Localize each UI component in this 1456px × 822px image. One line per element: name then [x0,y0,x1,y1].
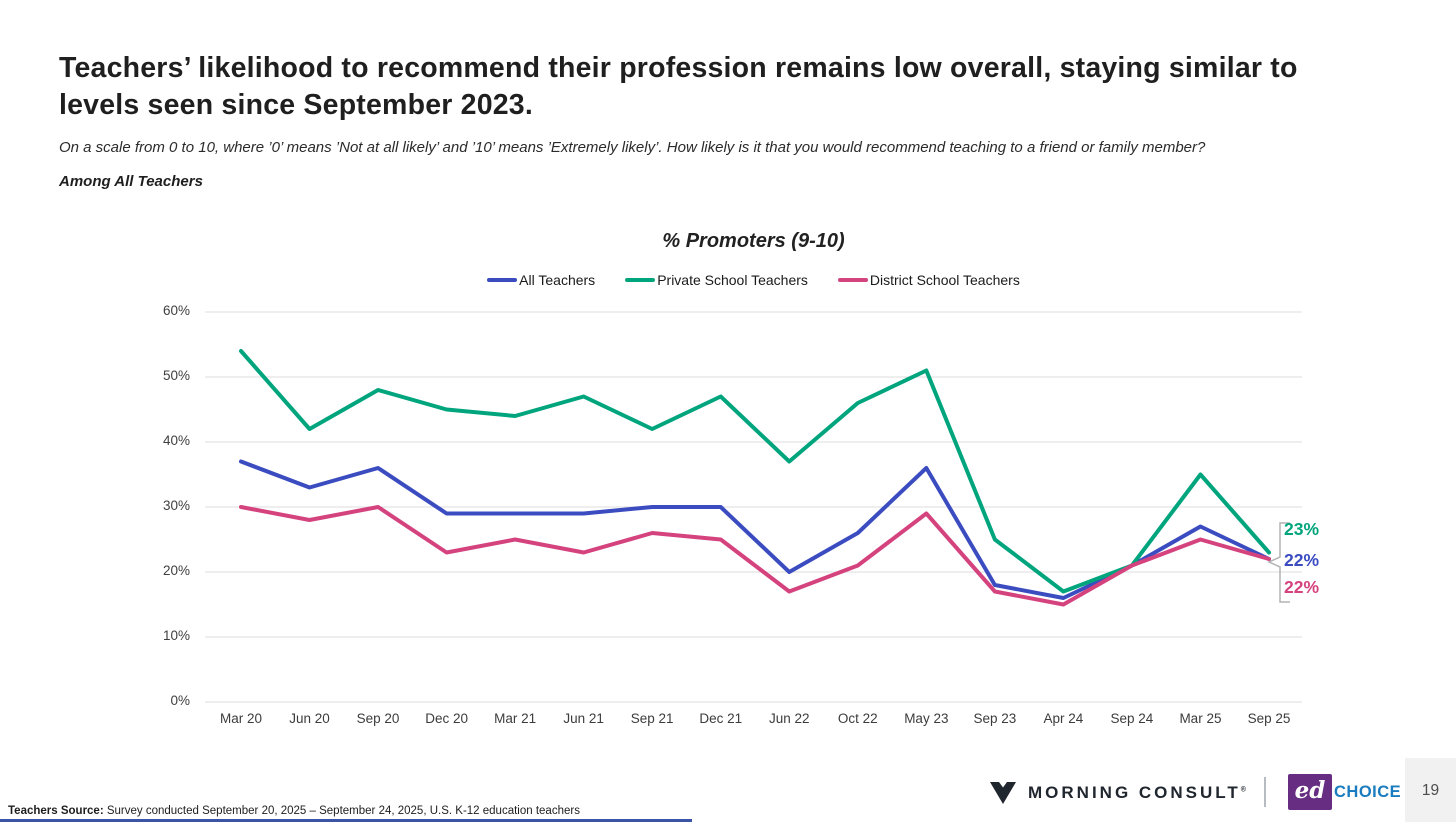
end-label-bracket [1267,522,1290,603]
x-axis-tick-label: Sep 24 [1110,711,1154,726]
x-axis-tick-label: Mar 20 [219,711,263,726]
chart-title: % Promoters (9-10) [662,230,845,252]
x-axis-tick-label: Sep 23 [973,711,1017,726]
legend-item-private-school-teachers: Private School Teachers [625,272,808,288]
x-axis-tick-label: Apr 24 [1043,711,1084,726]
legend-swatch-icon [837,278,868,282]
footer-accent-rule [0,819,692,822]
edchoice-choice-text: CHOICE [1334,782,1402,801]
series-end-value-label: 22% [1284,550,1320,570]
x-axis-tick-label: Jun 20 [289,711,330,726]
morning-consult-m-icon [990,782,1016,804]
y-axis-tick-label: 10% [162,628,190,643]
x-axis-tick-label: Mar 21 [494,711,537,726]
page-title: Teachers’ likelihood to recommend their … [59,52,1298,122]
legend-item-all-teachers: All Teachers [487,272,595,288]
source-note-prefix: Teachers Source: [8,805,104,817]
page-number-box: 19 [1405,758,1456,822]
series-end-value-label: 23% [1284,519,1320,539]
legend-item-district-school-teachers: District School Teachers [837,272,1020,288]
y-axis-tick-label: 30% [162,498,190,513]
x-axis-tick-label: Mar 25 [1179,711,1222,726]
x-axis-tick-label: Dec 21 [699,711,743,726]
x-axis-tick-label: Jun 21 [563,711,604,726]
legend-label: District School Teachers [869,272,1020,288]
chart-legend: All Teachers Private School Teachers Distr… [205,272,1302,288]
edchoice-logo: ed CHOICE [1288,774,1401,810]
legend-label: All Teachers [519,272,596,288]
population-label: Among All Teachers [59,173,203,190]
y-axis-tick-label: 20% [162,563,190,578]
legend-label: Private School Teachers [657,272,808,288]
page-number: 19 [1421,782,1440,799]
legend-swatch-icon [487,278,518,282]
x-axis-tick-label: Sep 20 [356,711,400,726]
series-line-district-school-teachers [239,505,1271,607]
series-line-all-teachers [239,459,1271,600]
morning-consult-logo: MORNING CONSULT® [988,776,1246,810]
y-axis-tick-label: 50% [162,368,190,383]
x-axis-tick-label: Sep 25 [1247,711,1291,726]
survey-question-text: On a scale from 0 to 10, where ’0’ means… [59,139,1206,156]
x-axis-tick-label: Sep 21 [630,711,674,726]
registered-mark-icon: ® [1240,786,1246,794]
y-axis-tick-label: 40% [162,433,190,448]
series-line-private-school-teachers [239,349,1271,594]
line-chart-plot [205,311,1302,703]
x-axis-tick-label: May 23 [904,711,949,726]
source-note: Teachers Source: Survey conducted Septem… [8,805,580,817]
series-end-value-label: 22% [1284,577,1320,597]
legend-swatch-icon [625,278,656,282]
footer-divider [1264,777,1266,807]
y-axis-tick-label: 60% [162,303,190,318]
x-axis-tick-label: Oct 22 [837,711,878,726]
morning-consult-wordmark: MORNING CONSULT® [1028,783,1246,802]
y-axis-tick-label: 0% [170,693,190,708]
edchoice-ed-icon: ed [1288,774,1332,810]
x-axis-tick-label: Dec 20 [425,711,468,726]
x-axis-tick-label: Jun 22 [768,711,810,726]
source-note-text: Survey conducted September 20, 2025 – Se… [103,805,580,817]
